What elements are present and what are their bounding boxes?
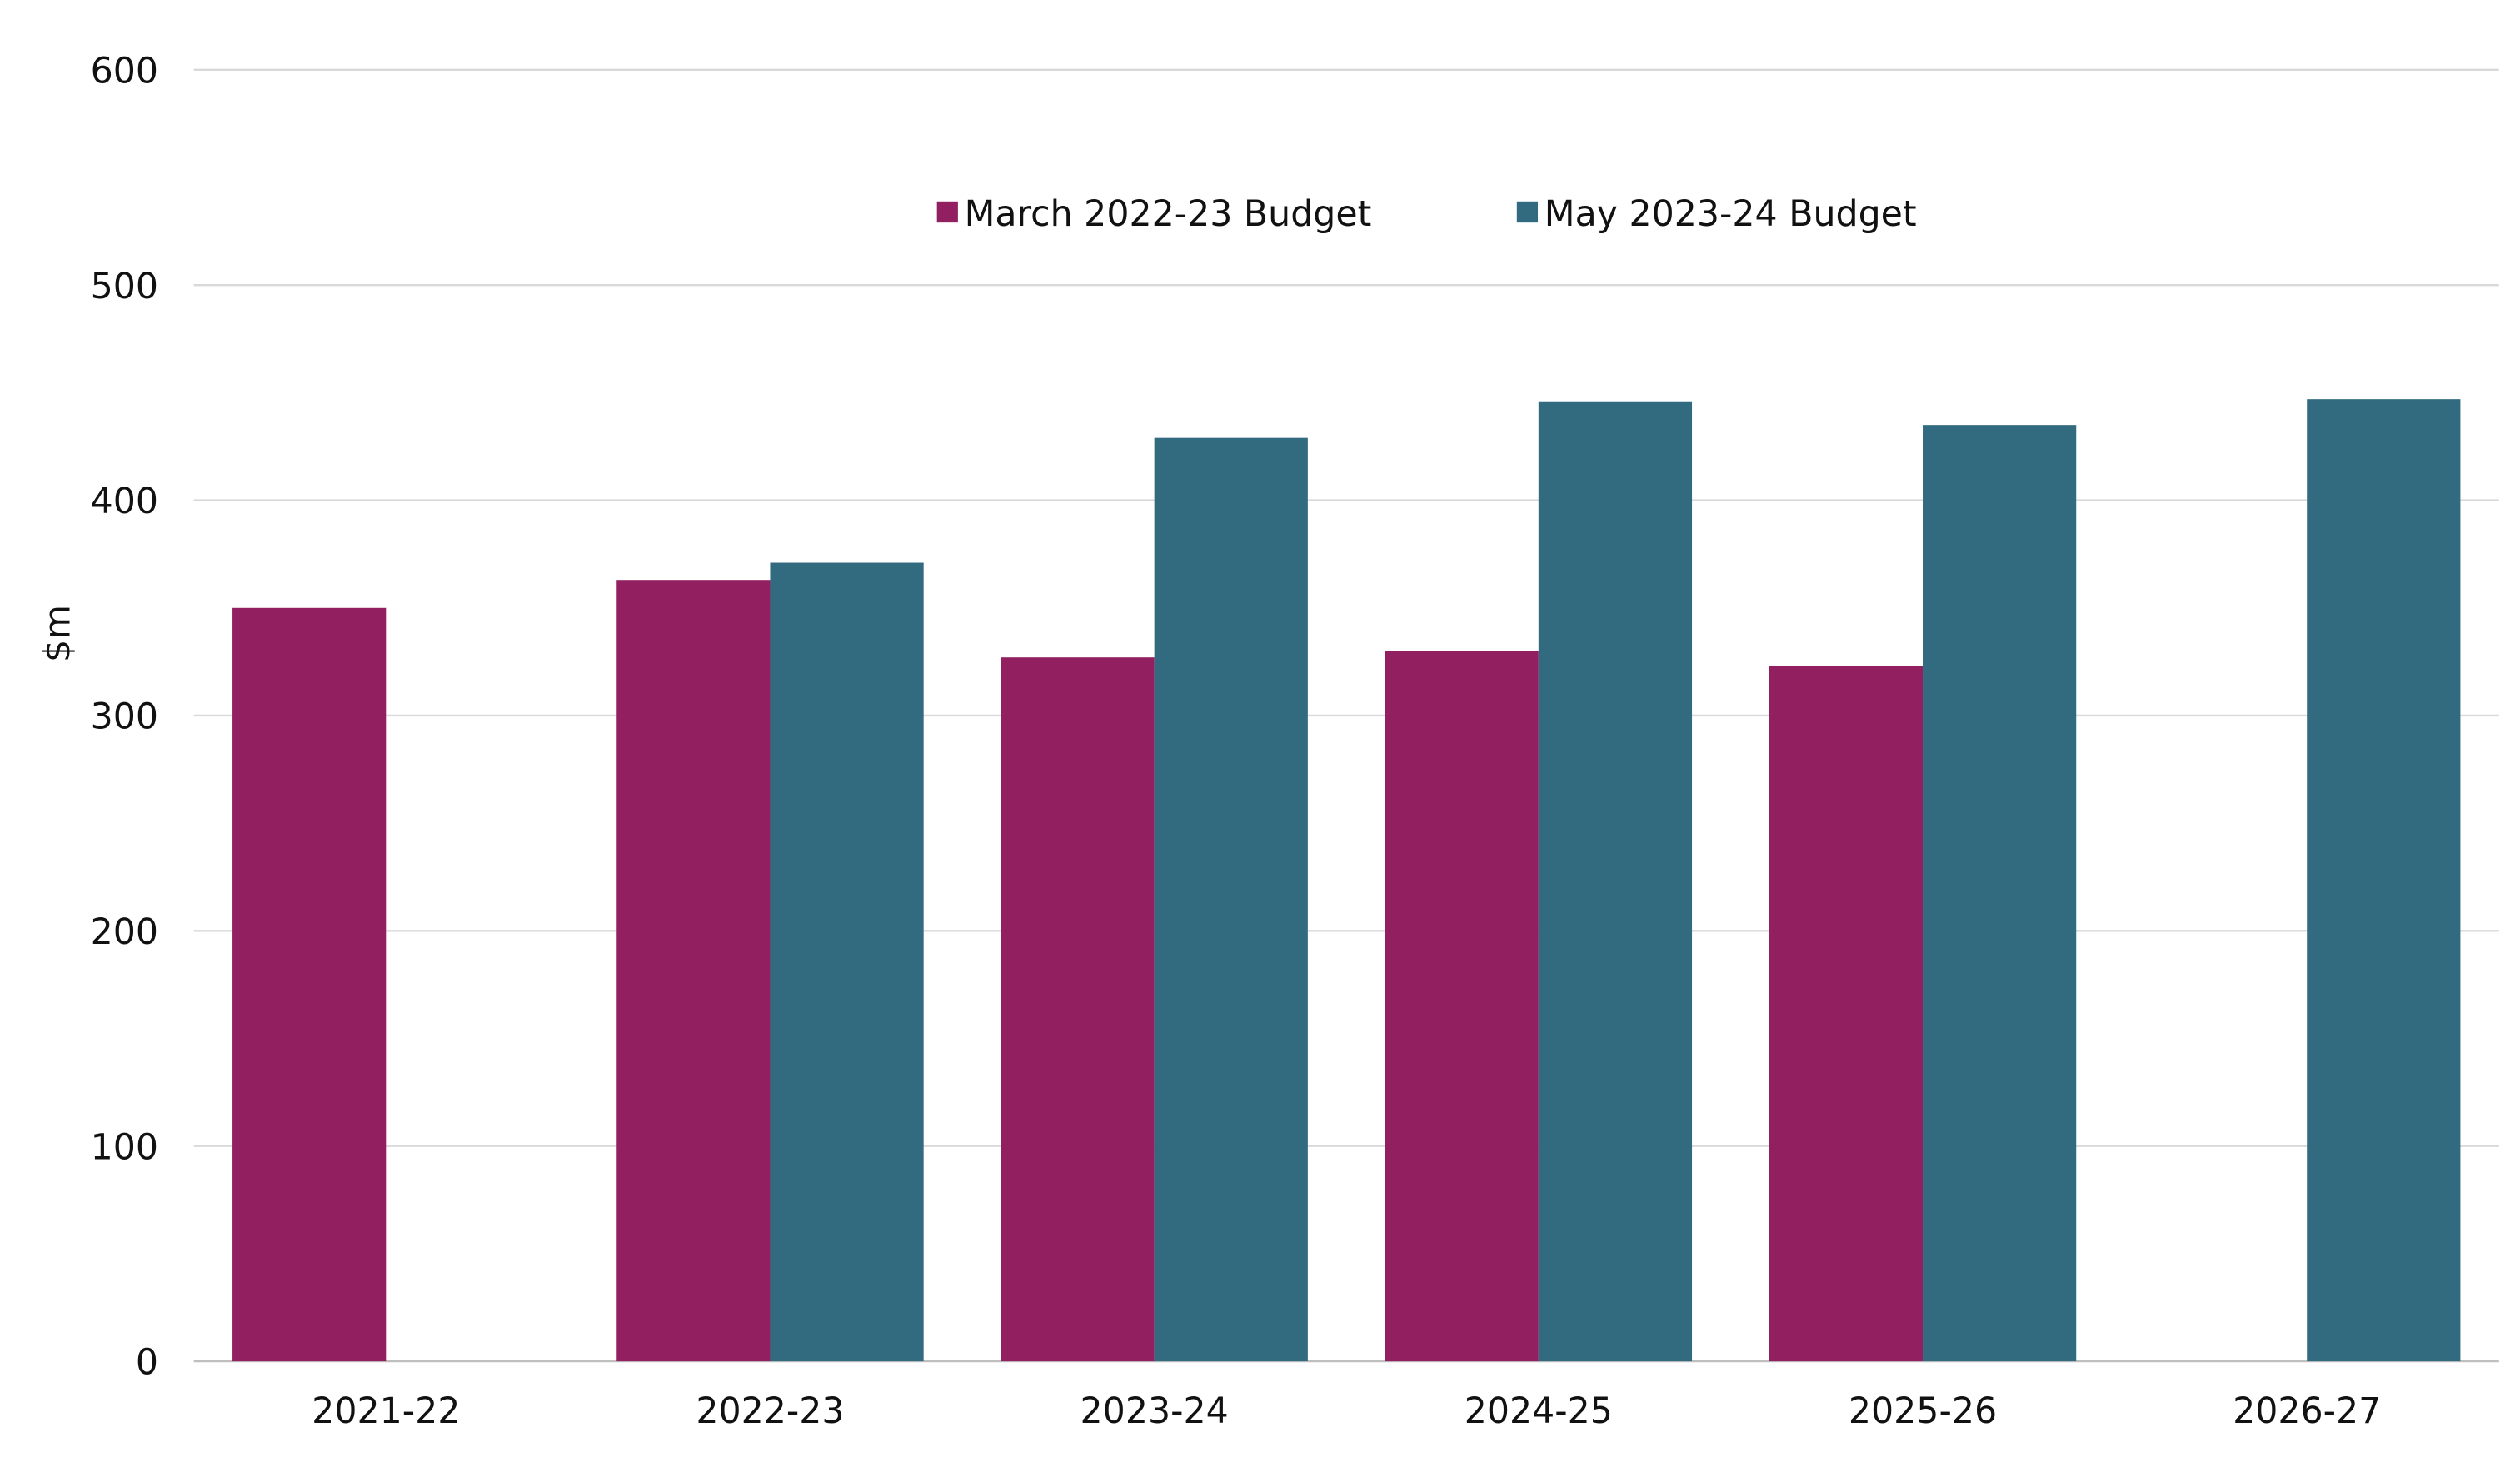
y-tick-label: 300 — [91, 696, 158, 737]
bars — [232, 399, 2461, 1362]
y-tick-label: 200 — [91, 911, 158, 953]
x-tick-label: 2024-25 — [1465, 1390, 1613, 1432]
y-tick-label: 400 — [91, 481, 158, 522]
bar-march-2024-25 — [1385, 651, 1539, 1362]
bar-may-2022-23 — [770, 562, 924, 1362]
x-axis-ticks: 2021-22 2022-23 2023-24 2024-25 2025-26 2026-… — [312, 1390, 2381, 1432]
legend-label-march: March 2022-23 Budget — [965, 193, 1372, 235]
y-axis-ticks: 0 100 200 300 400 500 600 — [91, 50, 158, 1383]
bar-may-2026-27 — [2307, 399, 2461, 1362]
y-tick-label: 0 — [136, 1342, 158, 1384]
x-tick-label: 2025-26 — [1849, 1390, 1997, 1432]
bar-march-2021-22 — [232, 607, 387, 1362]
bar-may-2023-24 — [1154, 437, 1308, 1362]
x-tick-label: 2022-23 — [696, 1390, 844, 1432]
legend: March 2022-23 Budget May 2023-24 Budget — [936, 193, 1917, 235]
bar-may-2024-25 — [1538, 401, 1693, 1362]
bar-march-2023-24 — [1001, 657, 1155, 1362]
y-tick-label: 600 — [91, 50, 158, 92]
legend-label-may: May 2023-24 Budget — [1544, 193, 1917, 235]
bar-march-2025-26 — [1769, 666, 1924, 1362]
legend-swatch-march — [936, 201, 958, 223]
x-tick-label: 2023-24 — [1080, 1390, 1229, 1432]
x-tick-label: 2021-22 — [312, 1390, 460, 1432]
y-tick-label: 100 — [91, 1126, 158, 1168]
y-tick-label: 500 — [91, 266, 158, 307]
x-tick-label: 2026-27 — [2233, 1390, 2381, 1432]
gridlines — [193, 68, 2499, 1363]
bar-may-2025-26 — [1923, 425, 2077, 1362]
bar-march-2022-23 — [616, 580, 771, 1362]
legend-swatch-may — [1516, 201, 1539, 223]
y-axis-label: $m — [37, 605, 78, 662]
